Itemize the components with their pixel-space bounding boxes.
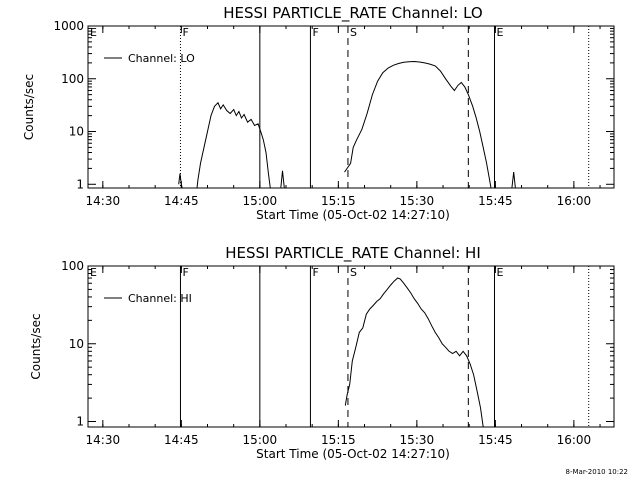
plot-frame	[87, 25, 615, 189]
plot-frame	[87, 265, 615, 428]
y-axis-label: Counts/sec	[22, 74, 36, 140]
x-tick-label: 15:15	[321, 194, 356, 208]
legend-label: Channel: HI	[128, 292, 192, 305]
x-tick-label: 15:30	[400, 433, 435, 447]
y-tick-label: 10	[69, 337, 84, 351]
event-marker-label: S	[350, 26, 357, 39]
x-tick-label: 16:00	[557, 433, 592, 447]
x-tick-label: 15:00	[243, 433, 278, 447]
event-marker-label: F	[182, 266, 188, 279]
x-tick-label: 15:00	[243, 194, 278, 208]
x-tick-label: 15:15	[321, 433, 356, 447]
event-marker-label: S	[350, 266, 357, 279]
event-marker-label: F	[312, 26, 318, 39]
x-tick-label: 14:30	[86, 433, 121, 447]
y-tick-label: 100	[61, 72, 84, 86]
x-tick-label: 14:45	[164, 433, 199, 447]
y-tick-label: 1	[76, 177, 84, 191]
corner-marker: E	[90, 266, 97, 279]
chart-title: HESSI PARTICLE_RATE Channel: LO	[223, 4, 482, 23]
y-tick-label: 10	[69, 125, 84, 139]
y-axis-label: Counts/sec	[29, 313, 43, 379]
data-series-line	[344, 277, 484, 428]
footer-timestamp: 8-Mar-2010 10:22	[566, 468, 628, 476]
data-series-line	[178, 101, 285, 189]
y-tick-label: 1000	[53, 19, 84, 33]
chart-title: HESSI PARTICLE_RATE Channel: HI	[225, 244, 481, 263]
event-marker-label: E	[496, 266, 503, 279]
x-tick-label: 15:45	[478, 433, 513, 447]
legend-label: Channel: LO	[128, 52, 195, 65]
x-tick-label: 15:30	[400, 194, 435, 208]
x-tick-label: 14:30	[86, 194, 121, 208]
event-marker-label: E	[496, 26, 503, 39]
x-tick-label: 14:45	[164, 194, 199, 208]
y-tick-label: 100	[61, 259, 84, 273]
data-series-line	[344, 60, 516, 189]
event-marker-label: F	[312, 266, 318, 279]
x-tick-label: 15:45	[478, 194, 513, 208]
x-axis-label: Start Time (05-Oct-02 14:27:10)	[256, 447, 450, 461]
corner-marker: E	[90, 26, 97, 39]
x-axis-label: Start Time (05-Oct-02 14:27:10)	[256, 208, 450, 222]
event-marker-label: F	[182, 26, 188, 39]
y-tick-label: 1	[76, 415, 84, 429]
x-tick-label: 16:00	[557, 194, 592, 208]
